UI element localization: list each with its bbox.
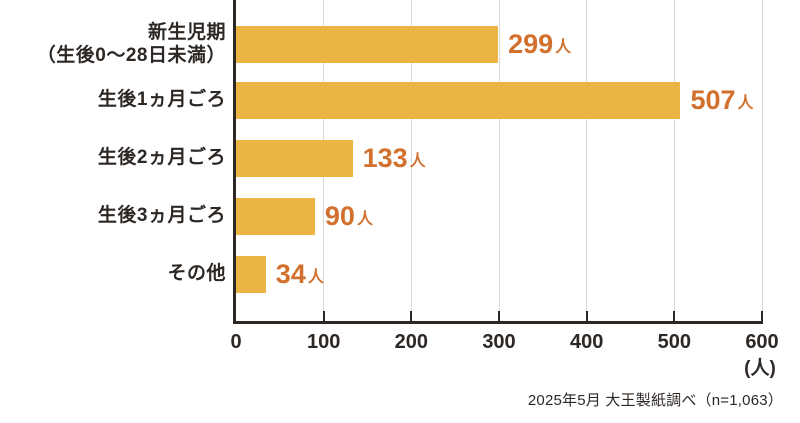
x-tick-400 — [585, 311, 588, 321]
gridline-300 — [498, 0, 500, 321]
value-unit-suffix: 人 — [307, 268, 324, 286]
category-label: その他 — [167, 263, 226, 285]
value-number: 34 — [275, 259, 306, 289]
value-unit-suffix: 人 — [409, 152, 426, 170]
bar — [236, 198, 315, 235]
x-axis-unit-label: (人) — [744, 358, 776, 379]
category-label: 生後3ヵ月ごろ — [97, 205, 226, 227]
gridline-200 — [410, 0, 412, 321]
category-label: 新生児期 （生後0〜28日未満） — [36, 22, 226, 66]
x-tick-label-500: 500 — [657, 331, 692, 353]
y-axis-line — [233, 0, 236, 324]
x-tick-200 — [410, 311, 413, 321]
gridline-600 — [761, 0, 763, 321]
x-tick-label-0: 0 — [230, 331, 242, 353]
value-label: 90 人 — [325, 198, 373, 235]
value-unit-suffix: 人 — [737, 94, 754, 112]
value-unit-suffix: 人 — [356, 210, 373, 228]
value-label: 34 人 — [276, 256, 324, 293]
value-unit-suffix: 人 — [555, 38, 572, 56]
x-tick-500 — [673, 311, 676, 321]
gridline-400 — [586, 0, 588, 321]
x-tick-label-100: 100 — [306, 331, 341, 353]
value-number: 507 — [690, 85, 736, 115]
x-tick-100 — [322, 311, 325, 321]
category-label: 生後1ヵ月ごろ — [97, 89, 226, 111]
value-label: 507 人 — [690, 82, 753, 119]
x-axis-line — [233, 321, 763, 324]
x-tick-300 — [498, 311, 500, 321]
bar — [236, 140, 353, 177]
x-tick-label-300: 300 — [482, 331, 516, 353]
value-number: 299 — [508, 29, 554, 59]
x-tick-label-400: 400 — [569, 331, 604, 353]
value-label: 299 人 — [508, 26, 571, 63]
bar — [236, 256, 266, 293]
x-tick-label-600: 600 — [745, 331, 779, 353]
value-number: 90 — [324, 201, 355, 231]
bar — [236, 26, 499, 63]
x-tick-600 — [761, 311, 763, 321]
value-label: 133 人 — [363, 140, 426, 177]
bar — [236, 82, 681, 119]
category-label: 生後2ヵ月ごろ — [97, 147, 226, 169]
x-tick-label-200: 200 — [394, 331, 429, 353]
source-note: 2025年5月 大王製紙調べ（n=1,063） — [527, 392, 783, 409]
value-number: 133 — [362, 143, 408, 173]
gridline-500 — [673, 0, 675, 321]
